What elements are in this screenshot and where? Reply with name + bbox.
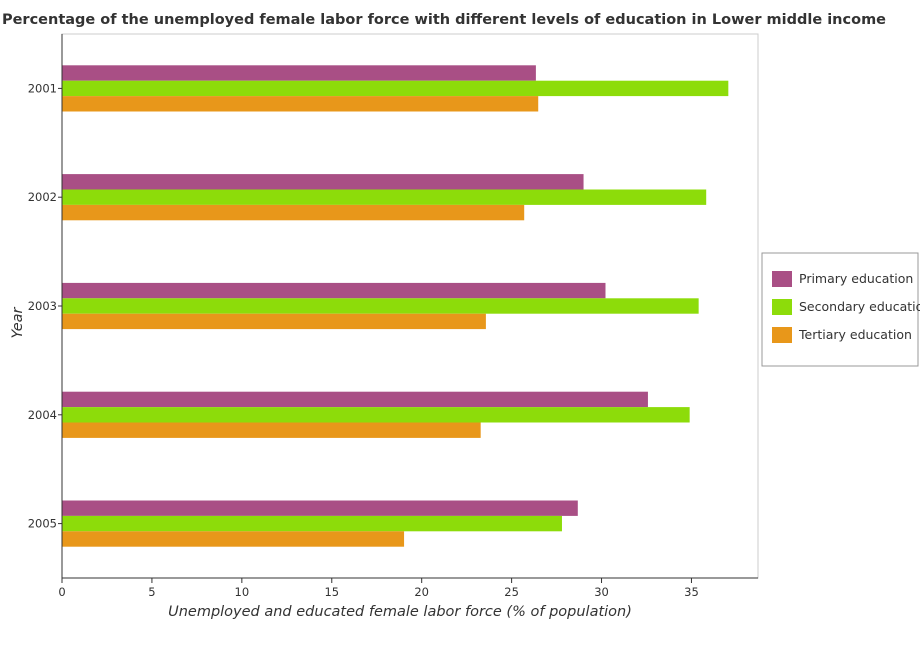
bar-tertiary-education-2003	[62, 313, 486, 330]
x-tick-label: 0	[58, 585, 65, 599]
bar-secondary-education-2001	[62, 80, 729, 97]
bar-primary-education-2001	[62, 65, 536, 81]
x-tick-label: 15	[324, 585, 339, 599]
bar-tertiary-education-2002	[62, 204, 525, 221]
legend-swatch	[772, 299, 792, 315]
legend-swatch	[772, 271, 792, 287]
x-tick-label: 25	[504, 585, 519, 599]
bar-primary-education-2003	[62, 282, 606, 299]
legend-swatch	[772, 327, 792, 343]
bar-primary-education-2004	[62, 391, 648, 408]
x-axis-label: Unemployed and educated female labor for…	[168, 604, 632, 620]
legend: Primary education Secondary education Tert…	[761, 252, 920, 367]
y-axis-label: Year	[10, 306, 26, 338]
bar-tertiary-education-2001	[62, 96, 539, 112]
y-tick-label: 2004	[28, 408, 57, 422]
chart-title: Percentage of the unemployed female labo…	[2, 12, 886, 28]
bar-primary-education-2002	[62, 174, 584, 190]
y-tick-label: 2003	[28, 299, 57, 313]
y-tick-label: 2005	[28, 517, 57, 531]
bar-tertiary-education-2004	[62, 422, 481, 438]
plot-area: 2001 2002 2003 2004 2005 0 5 10 15 20 25 30 35	[28, 33, 759, 599]
bar-secondary-education-2005	[62, 515, 562, 532]
legend-entry-label: Tertiary education	[798, 327, 912, 342]
bar-tertiary-education-2005	[62, 531, 405, 547]
x-tick-label: 35	[684, 585, 699, 599]
x-tick-label: 10	[235, 585, 250, 599]
bar-primary-education-2005	[62, 500, 578, 516]
x-tick-label: 30	[594, 585, 609, 599]
bar-secondary-education-2003	[62, 298, 699, 314]
bar-secondary-education-2002	[62, 189, 707, 205]
x-tick-label: 20	[414, 585, 429, 599]
y-tick-label: 2002	[28, 190, 57, 204]
legend-entry-label: Primary education	[799, 271, 913, 286]
legend-entry-label: Secondary education	[799, 299, 920, 314]
bar-secondary-education-2004	[62, 407, 690, 423]
y-tick-label: 2001	[28, 81, 57, 95]
x-tick-label: 5	[148, 585, 155, 599]
